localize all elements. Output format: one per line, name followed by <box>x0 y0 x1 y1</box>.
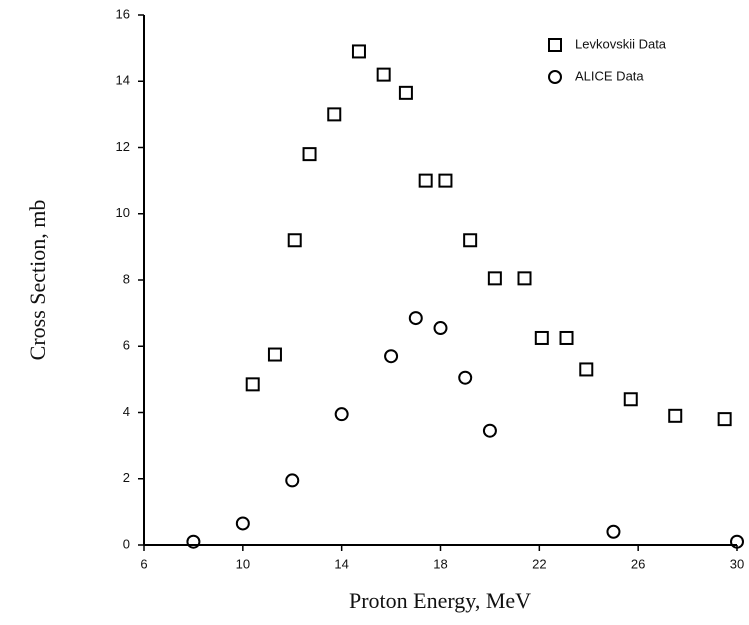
y-tick-label: 6 <box>123 338 130 353</box>
legend-label: Levkovskii Data <box>575 36 667 51</box>
marker <box>458 370 473 385</box>
y-tick-label: 2 <box>123 470 130 485</box>
marker <box>267 347 282 362</box>
marker <box>245 377 260 392</box>
x-axis-title: Proton Energy, MeV <box>349 588 531 613</box>
marker <box>438 173 453 188</box>
marker <box>548 70 562 84</box>
y-tick-label: 16 <box>116 6 130 21</box>
marker <box>302 147 317 162</box>
marker <box>433 321 448 336</box>
y-axis-title: Cross Section, mb <box>25 200 50 361</box>
marker <box>384 349 399 364</box>
marker <box>534 330 549 345</box>
marker <box>559 330 574 345</box>
marker <box>334 407 349 422</box>
marker <box>287 233 302 248</box>
marker <box>606 524 621 539</box>
y-tick-label: 4 <box>123 404 130 419</box>
marker <box>408 311 423 326</box>
x-tick-label: 6 <box>140 556 147 571</box>
x-tick-label: 18 <box>433 556 447 571</box>
marker <box>517 271 532 286</box>
marker <box>463 233 478 248</box>
marker <box>376 67 391 82</box>
y-tick-label: 12 <box>116 139 130 154</box>
marker <box>623 392 638 407</box>
y-tick-label: 14 <box>116 73 130 88</box>
marker <box>730 534 744 549</box>
y-tick-label: 8 <box>123 271 130 286</box>
y-tick-label: 10 <box>116 205 130 220</box>
marker <box>186 534 201 549</box>
marker <box>398 85 413 100</box>
marker <box>235 516 250 531</box>
marker <box>285 473 300 488</box>
marker <box>487 271 502 286</box>
y-tick-label: 0 <box>123 536 130 551</box>
marker <box>548 38 562 52</box>
x-tick-label: 26 <box>631 556 645 571</box>
x-tick-label: 14 <box>334 556 348 571</box>
marker <box>482 423 497 438</box>
marker <box>351 44 366 59</box>
marker <box>717 412 732 427</box>
x-tick-label: 30 <box>730 556 744 571</box>
marker <box>327 107 342 122</box>
x-tick-label: 10 <box>236 556 250 571</box>
marker <box>418 173 433 188</box>
x-tick-label: 22 <box>532 556 546 571</box>
marker <box>579 362 594 377</box>
legend-label: ALICE Data <box>575 68 644 83</box>
marker <box>668 408 683 423</box>
